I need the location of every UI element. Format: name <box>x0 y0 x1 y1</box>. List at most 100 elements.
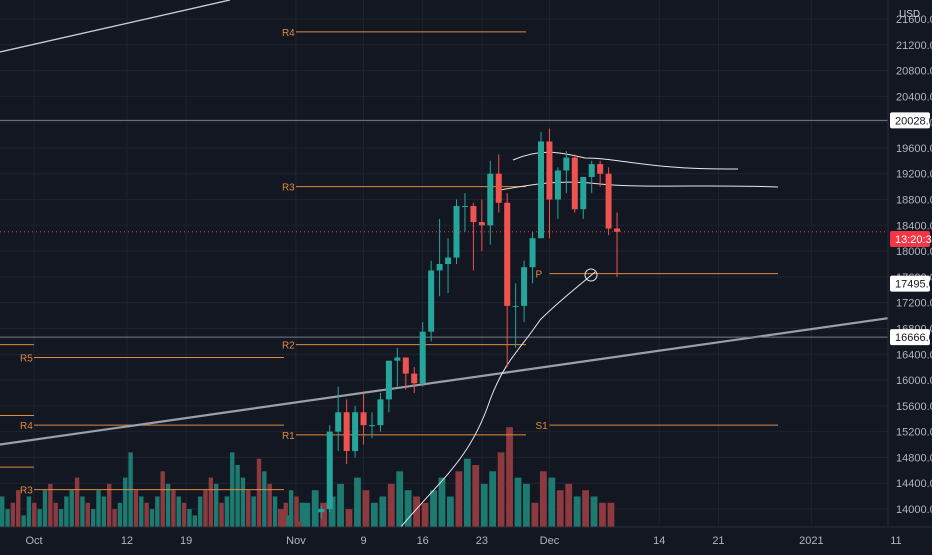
candle-body <box>538 141 544 239</box>
time-axis: Oct 12 19 Nov 9 16 23 Dec 14 21 2021 11 <box>0 526 932 552</box>
pivot-level-label: S1 <box>535 421 548 432</box>
volume-bar <box>224 496 230 528</box>
candle-body <box>478 222 485 226</box>
volume-bar <box>299 502 304 528</box>
volume-bar <box>573 496 581 528</box>
volume-bar <box>311 490 319 528</box>
time-axis-background <box>0 527 932 552</box>
volume-bar <box>463 458 471 528</box>
volume-bar <box>192 515 197 528</box>
volume-bar <box>256 458 262 528</box>
price-marker-label: 17495.0 <box>895 279 932 291</box>
volume-bar <box>262 471 267 528</box>
candle-body <box>428 270 435 332</box>
volume-bar <box>272 496 278 528</box>
volume-bar <box>26 496 32 528</box>
price-tick-label: 18000.0 <box>896 246 932 258</box>
volume-bar <box>294 521 302 528</box>
price-marker-box <box>890 329 930 346</box>
candle-body <box>470 205 477 223</box>
candle-body <box>385 360 392 400</box>
volume-bar <box>404 490 412 528</box>
volume-bar <box>5 509 10 528</box>
volume-bar <box>328 496 336 528</box>
volume-bar <box>74 477 80 528</box>
volume-bar <box>69 490 74 528</box>
price-marker-box <box>890 231 930 247</box>
volume-bar <box>523 483 530 528</box>
volume-bar <box>176 496 181 528</box>
candle-body <box>614 228 621 232</box>
candle-body <box>563 157 570 171</box>
volume-bar <box>362 490 370 528</box>
candle-body <box>377 399 384 426</box>
volume-bar <box>539 471 547 528</box>
price-tick-label: 20400.0 <box>896 91 932 103</box>
candle-body <box>343 412 350 451</box>
moving-average-line <box>399 271 596 529</box>
candle-body <box>352 412 359 451</box>
time-tick-label: 12 <box>121 535 133 547</box>
volume-bar <box>171 490 176 528</box>
volume-bar <box>607 502 615 528</box>
volume-bar <box>230 452 235 528</box>
projection-lower <box>499 181 779 191</box>
candle-body <box>419 331 426 384</box>
price-tick-label: 16400.0 <box>896 349 932 361</box>
price-tick-label: 17200.0 <box>896 298 932 310</box>
volume-bar <box>155 496 160 528</box>
volume-bar <box>107 483 112 528</box>
candle-body <box>445 257 452 264</box>
pivot-level-label: R2 <box>282 341 295 352</box>
price-tick-label: 15200.0 <box>896 427 932 439</box>
trendlines <box>0 0 889 529</box>
volume-bar <box>396 471 404 528</box>
time-tick-label: 21 <box>712 535 724 547</box>
volume-bar <box>181 502 187 528</box>
trendline <box>0 0 231 53</box>
volume-bar <box>235 465 240 528</box>
candle-body <box>436 264 443 271</box>
time-tick-label: 16 <box>417 535 429 547</box>
volume-bar <box>149 509 155 528</box>
volume-bar <box>101 496 107 528</box>
pivot-level-label: R3 <box>20 486 33 497</box>
volume-bar <box>599 502 606 528</box>
volume-bar <box>413 496 420 528</box>
price-tick-label: 21200.0 <box>896 40 932 52</box>
volume-bar <box>387 483 395 528</box>
volume-bar <box>267 483 272 528</box>
candle-body <box>554 170 561 200</box>
candle-body <box>495 173 502 203</box>
price-tick-label: 20800.0 <box>896 66 932 78</box>
volume-bar <box>123 477 128 528</box>
volume-bar <box>472 465 480 528</box>
volume-bar <box>438 477 446 528</box>
price-tick-label: 15600.0 <box>896 401 932 413</box>
volume-bar <box>320 502 328 528</box>
volume-bar <box>246 490 251 528</box>
volume-bar <box>64 496 69 528</box>
volume-bar <box>337 483 344 528</box>
volume-bar <box>42 490 48 528</box>
trendline <box>0 317 889 446</box>
volume-bar <box>286 515 294 528</box>
pivot-level-label: R4 <box>282 28 295 39</box>
volume-bar <box>455 471 463 528</box>
volume-bar <box>548 477 556 528</box>
candle-body <box>546 141 553 200</box>
pivot-levels: R4 R3 R2 R1 R5 R4 R3 P S1 <box>0 28 778 497</box>
volume-bar <box>556 490 564 528</box>
volume-bar <box>480 483 488 528</box>
candle-body <box>335 412 342 432</box>
candle-body <box>529 238 536 268</box>
volume-bar <box>370 502 378 528</box>
candles <box>318 128 621 519</box>
time-tick-label: Oct <box>25 535 42 547</box>
currency-label[interactable]: USD <box>899 9 920 20</box>
volume-bar <box>219 502 224 528</box>
price-tick-label: 18800.0 <box>896 195 932 207</box>
